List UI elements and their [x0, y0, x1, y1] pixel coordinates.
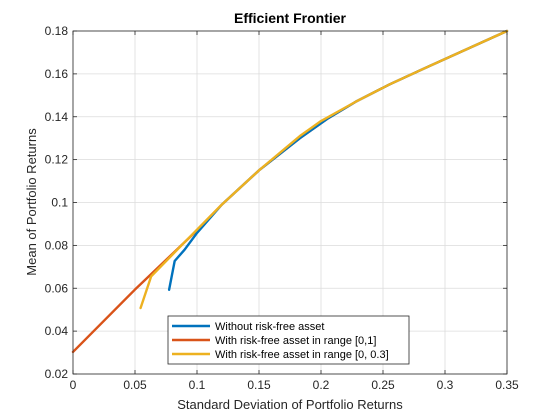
y-tick-label: 0.06	[45, 281, 69, 295]
y-axis-label: Mean of Portfolio Returns	[24, 128, 39, 276]
x-tick-label: 0.15	[247, 378, 271, 392]
x-tick-label: 0.35	[495, 378, 519, 392]
legend: Without risk-free asset With risk-free as…	[167, 315, 410, 365]
y-tick-labels: 0.02 0.04 0.06 0.08 0.1 0.12 0.14 0.16 0.18	[45, 24, 69, 381]
x-tick-label: 0.25	[371, 378, 395, 392]
y-tick-label: 0.08	[45, 238, 69, 252]
legend-label-1: Without risk-free asset	[215, 321, 324, 333]
x-tick-label: 0.3	[437, 378, 454, 392]
y-tick-label: 0.18	[45, 24, 69, 38]
legend-label-2: With risk-free asset in range [0,1]	[215, 335, 376, 347]
y-tick-label: 0.1	[51, 196, 68, 210]
y-tick-label: 0.16	[45, 67, 69, 81]
series-layer	[71, 29, 509, 354]
y-tick-label: 0.04	[45, 324, 69, 338]
chart-title: Efficient Frontier	[234, 10, 347, 26]
y-tick-label: 0.12	[45, 153, 69, 167]
x-tick-label: 0.2	[313, 378, 330, 392]
series-line-3	[139, 29, 509, 310]
legend-items: Without risk-free asset With risk-free as…	[172, 321, 389, 361]
x-tick-label: 0.05	[123, 378, 147, 392]
legend-label-3: With risk-free asset in range [0, 0.3]	[215, 349, 389, 361]
x-tick-label: 0	[70, 378, 77, 392]
x-tick-label: 0.1	[189, 378, 206, 392]
ticks	[72, 30, 508, 375]
x-axis-label: Standard Deviation of Portfolio Returns	[177, 397, 403, 412]
x-tick-labels: 0 0.05 0.1 0.15 0.2 0.25 0.3 0.35	[70, 378, 519, 392]
y-tick-label: 0.14	[45, 110, 69, 124]
y-tick-label: 0.02	[45, 367, 69, 381]
